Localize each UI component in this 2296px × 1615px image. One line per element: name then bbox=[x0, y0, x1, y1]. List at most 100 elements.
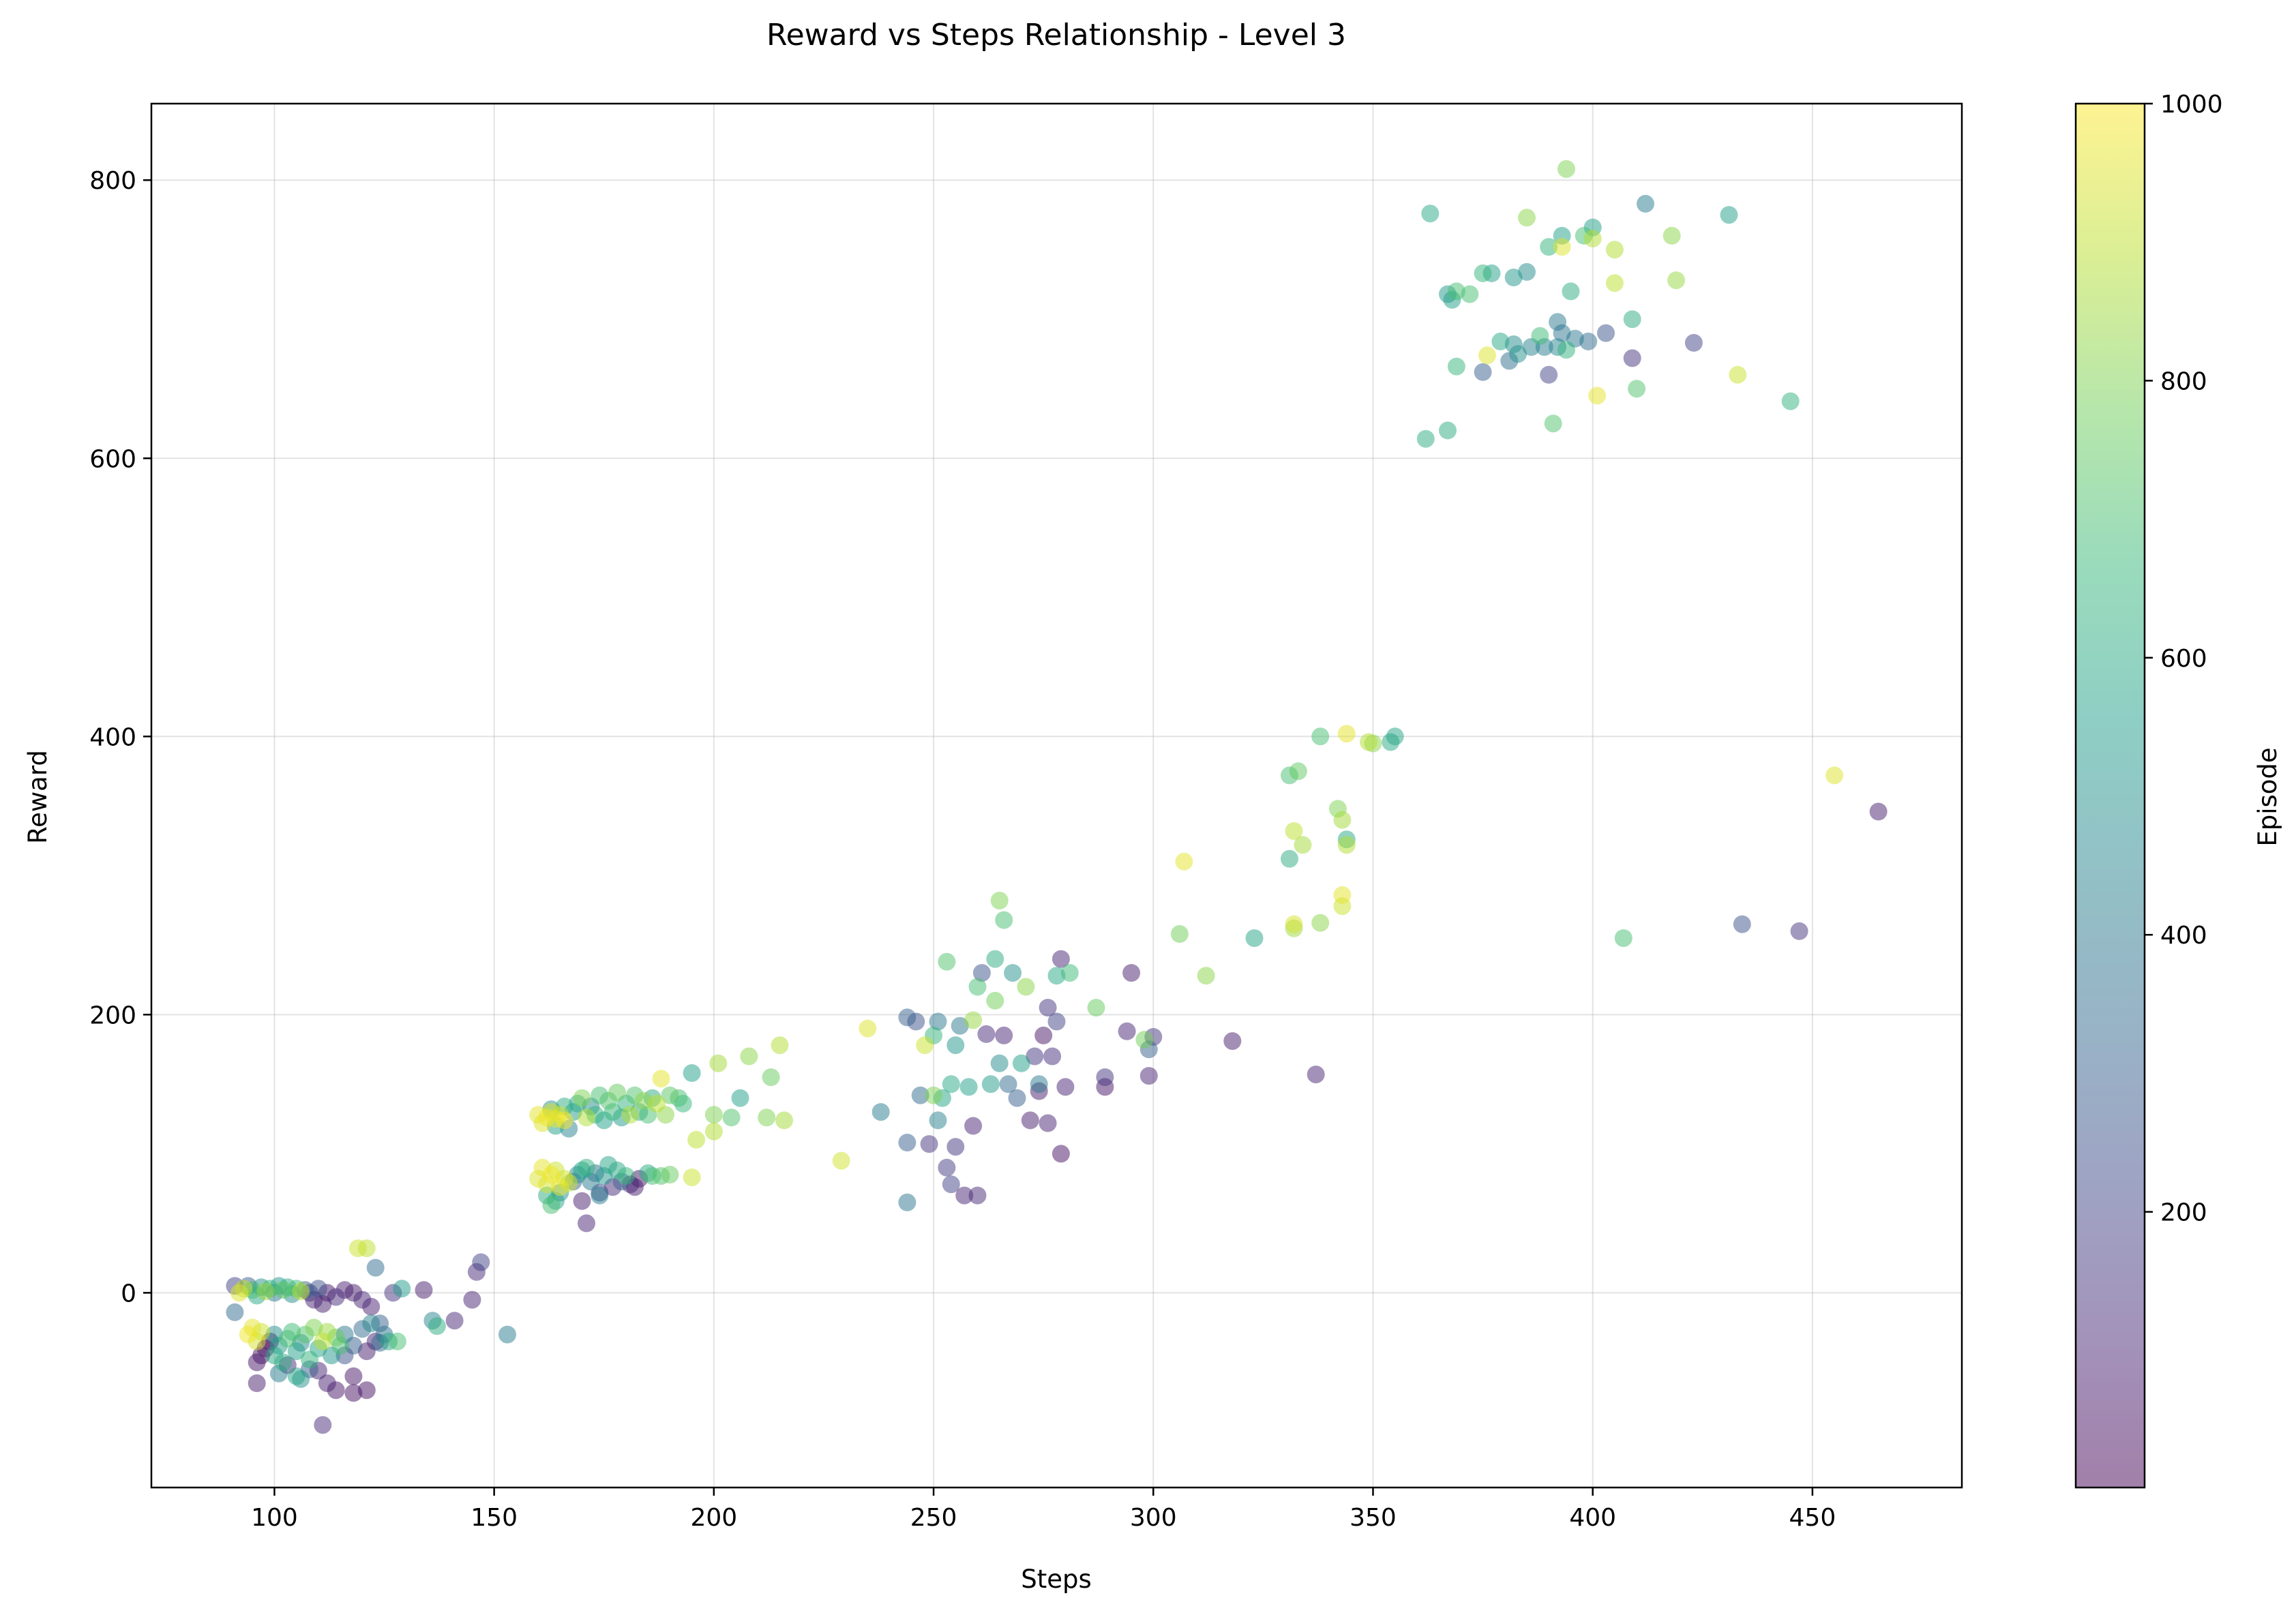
scatter-point bbox=[1096, 1068, 1114, 1087]
scatter-point bbox=[771, 1036, 789, 1055]
scatter-point bbox=[946, 1138, 965, 1156]
colorbar-tick-label: 600 bbox=[2160, 645, 2207, 673]
scatter-point bbox=[1623, 310, 1641, 329]
scatter-point bbox=[1557, 160, 1575, 178]
scatter-point bbox=[287, 1367, 305, 1385]
scatter-point bbox=[1052, 1145, 1070, 1163]
scatter-point bbox=[1245, 929, 1264, 948]
scatter-point bbox=[977, 1025, 996, 1043]
scatter-point bbox=[1628, 380, 1646, 398]
x-axis: 100 150 200 250 300 350 400 450 bbox=[251, 1488, 1836, 1532]
scatter-point bbox=[762, 1068, 780, 1087]
scatter-point bbox=[498, 1325, 516, 1344]
scatter-point bbox=[1004, 964, 1022, 982]
scatter-point bbox=[1504, 269, 1523, 286]
scatter-point bbox=[318, 1374, 336, 1392]
scatter-point bbox=[1337, 725, 1356, 743]
scatter-point bbox=[995, 911, 1013, 929]
scatter-point bbox=[951, 1016, 969, 1035]
scatter-point bbox=[1729, 365, 1747, 384]
scatter-point bbox=[929, 1111, 947, 1130]
x-tick-label: 350 bbox=[1350, 1504, 1397, 1532]
scatter-point bbox=[287, 1342, 305, 1361]
y-axis-label: Reward bbox=[23, 750, 53, 844]
scatter-point bbox=[542, 1196, 561, 1214]
scatter-point bbox=[1060, 964, 1079, 982]
scatter-point bbox=[1557, 341, 1575, 359]
scatter-point bbox=[1509, 345, 1527, 363]
scatter-point bbox=[661, 1086, 679, 1104]
y-tick-label: 600 bbox=[89, 445, 136, 473]
scatter-point bbox=[1333, 886, 1352, 904]
scatter-point bbox=[1447, 282, 1465, 301]
colorbar-tick-label: 800 bbox=[2160, 367, 2207, 395]
scatter-point bbox=[538, 1108, 556, 1127]
scatter-point bbox=[1518, 209, 1536, 227]
scatter-point bbox=[1047, 1012, 1066, 1031]
chart-title: Reward vs Steps Relationship - Level 3 bbox=[766, 18, 1346, 52]
scatter-point bbox=[964, 1011, 983, 1029]
scatter-point bbox=[1118, 1022, 1136, 1040]
scatter-point bbox=[634, 1091, 653, 1110]
scatter-point bbox=[415, 1281, 433, 1299]
scatter-point bbox=[964, 1117, 983, 1135]
scatter-point bbox=[704, 1122, 723, 1141]
scatter-point bbox=[1637, 194, 1654, 213]
scatter-point bbox=[314, 1416, 332, 1434]
scatter-point bbox=[1034, 1026, 1053, 1044]
scatter-point bbox=[775, 1111, 793, 1130]
scatter-point bbox=[1605, 274, 1624, 292]
x-tick-label: 250 bbox=[910, 1504, 957, 1532]
scatter-point bbox=[731, 1089, 749, 1107]
scatter-point bbox=[995, 1026, 1013, 1044]
scatter-point bbox=[1416, 429, 1435, 448]
x-tick-label: 100 bbox=[251, 1504, 298, 1532]
scatter-point bbox=[1197, 967, 1215, 985]
scatter-point bbox=[292, 1282, 310, 1301]
scatter-point bbox=[555, 1111, 573, 1130]
scatter-point bbox=[1337, 836, 1356, 854]
colorbar-tick-label: 200 bbox=[2160, 1199, 2207, 1227]
scatter-point bbox=[428, 1317, 446, 1335]
scatter-point bbox=[986, 991, 1004, 1010]
scatter-point bbox=[591, 1186, 609, 1205]
scatter-point bbox=[314, 1332, 332, 1350]
scatter-point bbox=[898, 1134, 916, 1151]
x-tick-label: 450 bbox=[1789, 1504, 1836, 1532]
scatter-point bbox=[740, 1047, 758, 1066]
scatter-point bbox=[1781, 392, 1800, 410]
scatter-point bbox=[617, 1167, 635, 1185]
scatter-point bbox=[573, 1192, 591, 1210]
scatter-point bbox=[758, 1108, 776, 1127]
scatter-point bbox=[929, 1012, 947, 1031]
scatter-point bbox=[1474, 264, 1492, 282]
scatter-point bbox=[1790, 922, 1808, 940]
scatter-point bbox=[722, 1108, 741, 1127]
scatter-point bbox=[393, 1280, 411, 1298]
scatter-point bbox=[1021, 1111, 1039, 1130]
scatter-point bbox=[1597, 324, 1615, 342]
scatter-point bbox=[1667, 271, 1686, 290]
scatter-point bbox=[248, 1374, 266, 1392]
scatter-point bbox=[942, 1075, 960, 1093]
scatter-point bbox=[968, 1186, 987, 1205]
scatter-point bbox=[1285, 822, 1303, 840]
scatter-point bbox=[1421, 205, 1440, 223]
scatter-point bbox=[230, 1284, 248, 1302]
scatter-point bbox=[968, 978, 987, 996]
scatter-point bbox=[990, 892, 1009, 909]
scatter-point bbox=[1030, 1075, 1048, 1093]
scatter-point bbox=[608, 1083, 627, 1102]
data-points bbox=[226, 160, 1888, 1434]
scatter-point bbox=[683, 1168, 701, 1186]
scatter-point bbox=[859, 1019, 877, 1038]
scatter-point bbox=[472, 1253, 490, 1271]
scatter-point bbox=[1281, 849, 1298, 868]
scatter-point bbox=[278, 1329, 297, 1348]
scatter-point bbox=[959, 1078, 978, 1096]
scatter-point bbox=[1663, 226, 1681, 245]
scatter-point bbox=[911, 1086, 929, 1104]
scatter-point bbox=[1087, 999, 1105, 1017]
scatter-point bbox=[709, 1054, 728, 1072]
